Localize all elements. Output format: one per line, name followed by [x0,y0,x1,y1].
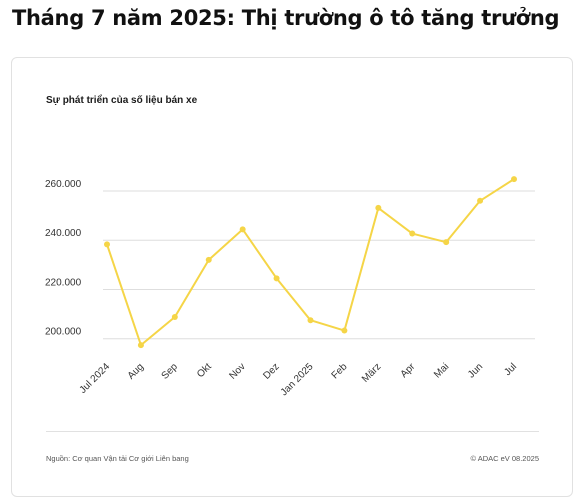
x-tick-label: Jan 2025 [279,361,316,398]
data-point [171,314,178,321]
data-point [443,239,450,246]
series-layer [104,176,517,349]
x-tick-label: Sep [160,361,181,382]
data-point [273,275,280,282]
x-tick-label: Nov [227,361,247,381]
footer-divider [46,431,539,432]
x-tick-label: Aug [126,361,146,381]
y-tick-label: 220.000 [45,277,82,288]
data-point [477,197,484,204]
data-point [205,256,212,263]
chart-card: Sự phát triển của số liệu bán xe 200.000… [11,57,573,497]
grid-layer [103,190,535,340]
data-point [307,317,314,324]
y-axis-ticks: 200.000 220.000 240.000 260.000 [45,179,82,338]
data-point [375,204,382,211]
x-tick-label: Mai [432,361,451,380]
x-tick-label: Okt [195,361,214,380]
y-tick-label: 260.000 [45,179,82,190]
page-headline: Tháng 7 năm 2025: Thị trường ô tô tăng t… [12,6,560,30]
x-tick-label: Feb [330,361,350,381]
x-tick-label: Dez [261,361,281,381]
data-point [341,327,348,334]
x-tick-label: Jul [502,361,519,378]
chart-title: Sự phát triển của số liệu bán xe [46,95,198,106]
line-chart: 200.000 220.000 240.000 260.000 Jul 2024 Aug… [45,176,535,398]
y-tick-label: 240.000 [45,228,82,239]
copyright-note: © ADAC eV 08.2025 [470,454,540,463]
x-tick-label: Jul 2024 [78,361,113,396]
data-point [409,230,416,237]
data-point [239,226,246,233]
source-note: Nguồn: Cơ quan Vận tải Cơ giới Liên bang [46,454,189,463]
data-point [137,342,144,349]
x-tick-label: Jun [466,361,485,380]
y-tick-label: 200.000 [45,327,82,338]
data-point [104,241,110,248]
data-point [511,176,517,183]
x-tick-label: März [360,361,384,385]
x-tick-label: Apr [399,361,418,380]
